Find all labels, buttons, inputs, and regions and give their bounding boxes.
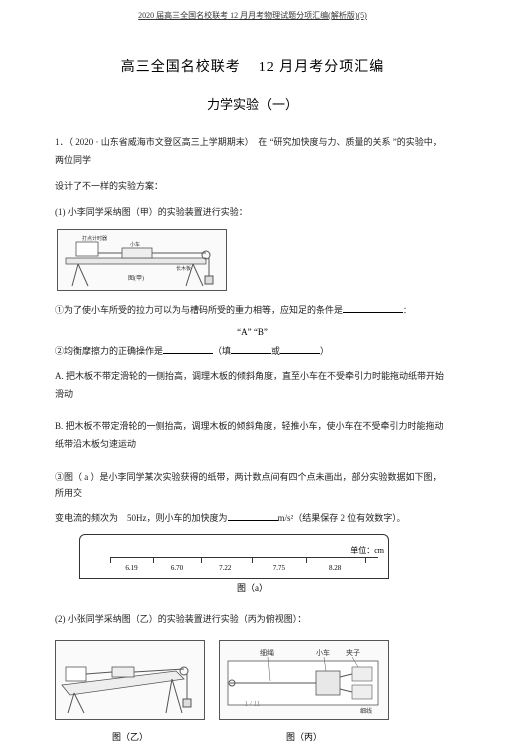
q1-sub1: ①为了使小车所受的拉力可以为与槽码所受的重力相等，应知足的条件是 ： [55,301,450,319]
svg-text:打点计时器: 打点计时器 [82,235,107,242]
title-left: 高三全国名校联考 [121,60,241,75]
q1-sub3-l1: ③图（ a ）是小李同学某次实验获得的纸带，两计数点间有四个点未画出，部分实验数… [55,469,450,501]
ruler-v2: 7.22 [219,564,231,572]
blank-1 [343,312,403,313]
q2-part: (2) 小张同学采纳图（乙）的实验装置进行实验（丙为俯视图）： [55,610,450,628]
svg-text:图(甲): 图(甲) [128,275,144,282]
svg-text:细绳: 细绳 [260,648,274,657]
q1-sub2-fill: （填 [213,346,231,356]
blank-3 [231,353,271,354]
figure-bing-caption: 图（丙） [286,730,322,743]
main-title: 高三全国名校联考 12 月月考分项汇编 [55,56,450,76]
q1-intro-line1: 1．（ 2020 · 山东省威海市文登区高三上学期期末） 在 “研究加快度与力、… [55,133,450,169]
figure-yi-caption: 图（乙） [112,730,148,743]
period-1: 。 [397,514,405,523]
ruler-unit: 单位：cm [350,545,384,556]
q1-sub3-l2: 变电流的频次为 50Hz，则小车的加快度为 m/s²（结果保存 2 位有效数字）。 [55,510,450,526]
figure-a-caption: 图（a） [55,581,450,594]
svg-text:长木板: 长木板 [176,265,191,272]
q1-sub2-b: 或 [271,346,280,356]
blank-5 [228,520,278,521]
figure-jia: 打点计时器 小车 长木板 图(甲) [57,229,227,291]
page-header: 2020 届高三全国名校联考 12 月月考物理试题分项汇编(解析版)(5) [55,10,450,21]
svg-text:夹子: 夹子 [346,648,360,657]
figure-a-ruler: 单位：cm 6.19 6.70 7.22 7.75 8.28 [79,534,389,579]
page-number: 1 / 11 [0,700,505,708]
option-b: B. 把木板不带定滑轮的一侧抬高，调理木板的倾斜角度，轻推小车，使小车在不受牵引… [55,417,450,453]
blank-4 [280,353,320,354]
figure-row: 图（乙） 细绳 小车 夹子 细线 图（丙） [55,636,450,753]
q1-sub2-c: ） [320,346,329,356]
ruler-v0: 6.19 [125,564,137,572]
q1-sub1-text: ①为了使小车所受的拉力可以为与槽码所受的重力相等，应知足的条件是 [55,305,343,315]
center-ab: “A” “B” [55,327,450,337]
q1-sub3-c: m/s²（结果保存 2 位有效数字） [278,513,397,523]
q1-intro-line2: 设计了不一样的实验方案： [55,177,450,195]
q1-sub3-b: 变电流的频次为 50Hz，则小车的加快度为 [55,513,228,523]
ruler-v4: 8.28 [329,564,341,572]
q1-sub2-a: ②均衡摩擦力的正确操作是 [55,346,163,356]
sub-title: 力学实验（一） [55,94,450,113]
ruler-scale: 6.19 6.70 7.22 7.75 8.28 [110,557,378,569]
q1-sub2: ②均衡摩擦力的正确操作是 （填 或 ） [55,343,450,359]
option-a: A. 把木板不带定滑轮的一侧抬高，调理木板的倾斜角度，直至小车在不受牵引力时能拖… [55,367,450,403]
q1-sub1-tail: ： [403,306,411,315]
title-right: 12 月月考分项汇编 [259,60,385,75]
svg-text:小车: 小车 [130,241,140,248]
ruler-v3: 7.75 [273,564,285,572]
ruler-v1: 6.70 [171,564,183,572]
svg-text:小车: 小车 [316,648,330,657]
q1-part1: (1) 小李同学采纳图（甲）的实验装置进行实验： [55,203,450,221]
blank-2 [163,353,213,354]
